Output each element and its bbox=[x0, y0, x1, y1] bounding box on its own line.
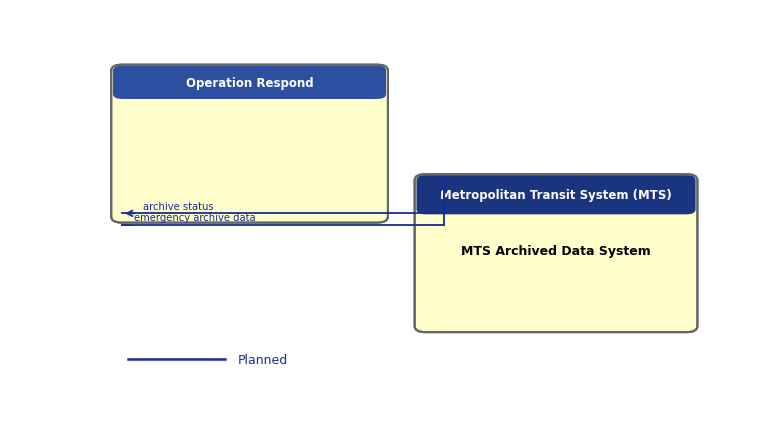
FancyBboxPatch shape bbox=[415, 175, 698, 332]
FancyBboxPatch shape bbox=[111, 65, 388, 223]
Bar bbox=[122, 83, 377, 95]
Text: Metropolitan Transit System (MTS): Metropolitan Transit System (MTS) bbox=[440, 189, 672, 202]
Text: MTS Archived Data System: MTS Archived Data System bbox=[461, 244, 651, 257]
Bar bbox=[426, 195, 687, 210]
Text: emergency archive data: emergency archive data bbox=[135, 213, 256, 223]
Text: archive status: archive status bbox=[143, 201, 214, 211]
Text: Operation Respond: Operation Respond bbox=[186, 77, 313, 89]
Text: Planned: Planned bbox=[237, 353, 287, 366]
FancyBboxPatch shape bbox=[417, 176, 695, 215]
FancyBboxPatch shape bbox=[113, 67, 386, 100]
